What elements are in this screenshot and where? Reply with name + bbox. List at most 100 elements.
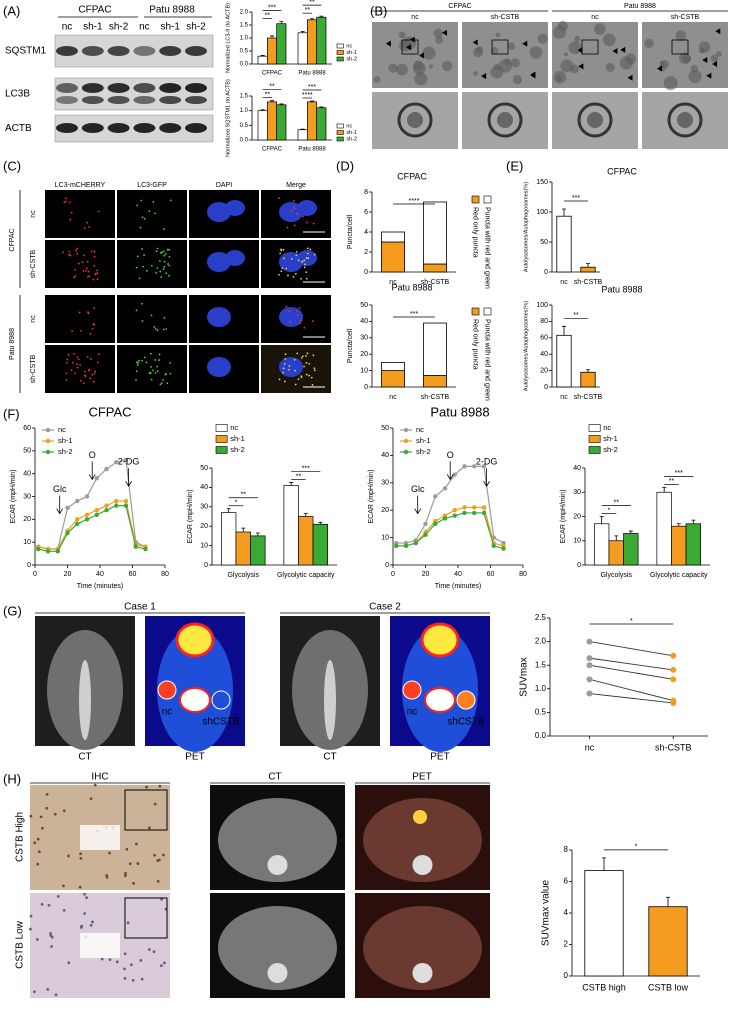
bar <box>580 266 596 273</box>
x-tick-label: Glycolytic capacity <box>650 572 708 579</box>
bar <box>316 107 327 141</box>
y-tick-label: 6 <box>364 209 368 216</box>
y-tick-label: 50 <box>381 425 389 432</box>
protein-label: SQSTM1 <box>5 46 47 57</box>
autophagosome <box>577 102 613 138</box>
y-tick-label: 10 <box>360 367 368 374</box>
puncta <box>156 247 159 250</box>
y-tick-label: 0 <box>204 562 208 569</box>
error-bar <box>319 15 324 18</box>
legend-label: sh-2 <box>416 447 431 456</box>
point <box>452 508 457 513</box>
group-label: Patu 8988 <box>624 3 656 10</box>
arrowhead <box>522 40 528 47</box>
point <box>123 457 129 463</box>
band <box>81 123 104 133</box>
puncta <box>90 358 92 360</box>
puncta <box>148 372 151 375</box>
puncta <box>73 353 75 355</box>
tumor-sh <box>211 690 231 710</box>
point <box>491 543 496 549</box>
band <box>81 46 104 56</box>
puncta <box>288 310 291 313</box>
cell <box>159 964 163 967</box>
puncta <box>94 370 96 373</box>
row-label: nc <box>30 315 37 323</box>
puncta <box>166 382 169 385</box>
puncta <box>158 359 160 361</box>
bar-segment <box>423 263 447 273</box>
organelle <box>682 54 692 64</box>
cell <box>56 895 60 898</box>
y-tick-label: 50 <box>23 448 31 455</box>
column-label: IHC <box>91 772 108 783</box>
error-bar <box>226 508 231 513</box>
y-tick-label: 50 <box>200 465 208 472</box>
puncta <box>300 357 303 359</box>
arrowhead <box>712 61 718 68</box>
organelle <box>698 41 711 53</box>
puncta <box>297 259 300 262</box>
error-bar <box>310 18 314 20</box>
significance: **** <box>302 92 313 99</box>
error-bar <box>260 109 265 111</box>
band <box>107 46 130 56</box>
legend-label: sh-2 <box>230 445 245 454</box>
puncta <box>285 267 288 270</box>
tumor-label: nc <box>162 707 173 718</box>
point <box>481 510 487 516</box>
panel-label: (G) <box>3 603 22 618</box>
puncta <box>294 383 297 386</box>
organelle <box>688 69 702 84</box>
nucleus <box>207 252 231 272</box>
spine <box>267 963 288 983</box>
y-tick-label: 40 <box>360 318 368 325</box>
puncta <box>305 354 307 357</box>
puncta <box>295 251 298 253</box>
y-tick-label: 4 <box>564 908 569 917</box>
pair-line <box>589 657 674 671</box>
chart-title: Patu 8988 <box>430 404 489 419</box>
puncta <box>154 212 156 215</box>
y-tick-label: 0.5 <box>240 123 249 129</box>
puncta <box>86 267 88 270</box>
puncta <box>305 257 308 260</box>
inset-box <box>581 39 599 55</box>
puncta <box>298 307 301 310</box>
legend-label: nc <box>230 423 238 432</box>
organelle <box>625 53 637 65</box>
puncta <box>288 365 291 367</box>
bar-segment <box>381 231 405 243</box>
puncta <box>91 328 94 330</box>
bar <box>266 37 278 65</box>
y-tick-label: 20 <box>23 516 31 523</box>
cell <box>54 993 58 997</box>
bar <box>656 491 672 566</box>
bar <box>671 525 687 566</box>
y-tick-label: 0.5 <box>240 49 249 55</box>
cell <box>89 797 93 801</box>
significance: ** <box>296 473 302 480</box>
pair-line <box>589 693 674 704</box>
puncta <box>62 251 64 254</box>
point <box>586 662 593 669</box>
micrograph <box>45 240 115 288</box>
puncta <box>303 326 306 329</box>
band <box>56 96 78 104</box>
y-tick-label: 20 <box>200 523 208 530</box>
error-bar <box>318 521 323 525</box>
puncta <box>278 378 281 381</box>
puncta <box>86 221 89 224</box>
point <box>114 460 119 465</box>
organelle <box>568 41 582 55</box>
significance: ** <box>265 92 271 99</box>
cell <box>91 920 94 924</box>
puncta <box>96 269 99 272</box>
puncta <box>278 273 280 276</box>
puncta <box>141 248 144 250</box>
puncta <box>313 253 316 256</box>
puncta <box>63 201 66 204</box>
cell <box>124 871 127 875</box>
y-axis-label: Puncta/cell <box>347 214 354 249</box>
point <box>123 503 129 508</box>
